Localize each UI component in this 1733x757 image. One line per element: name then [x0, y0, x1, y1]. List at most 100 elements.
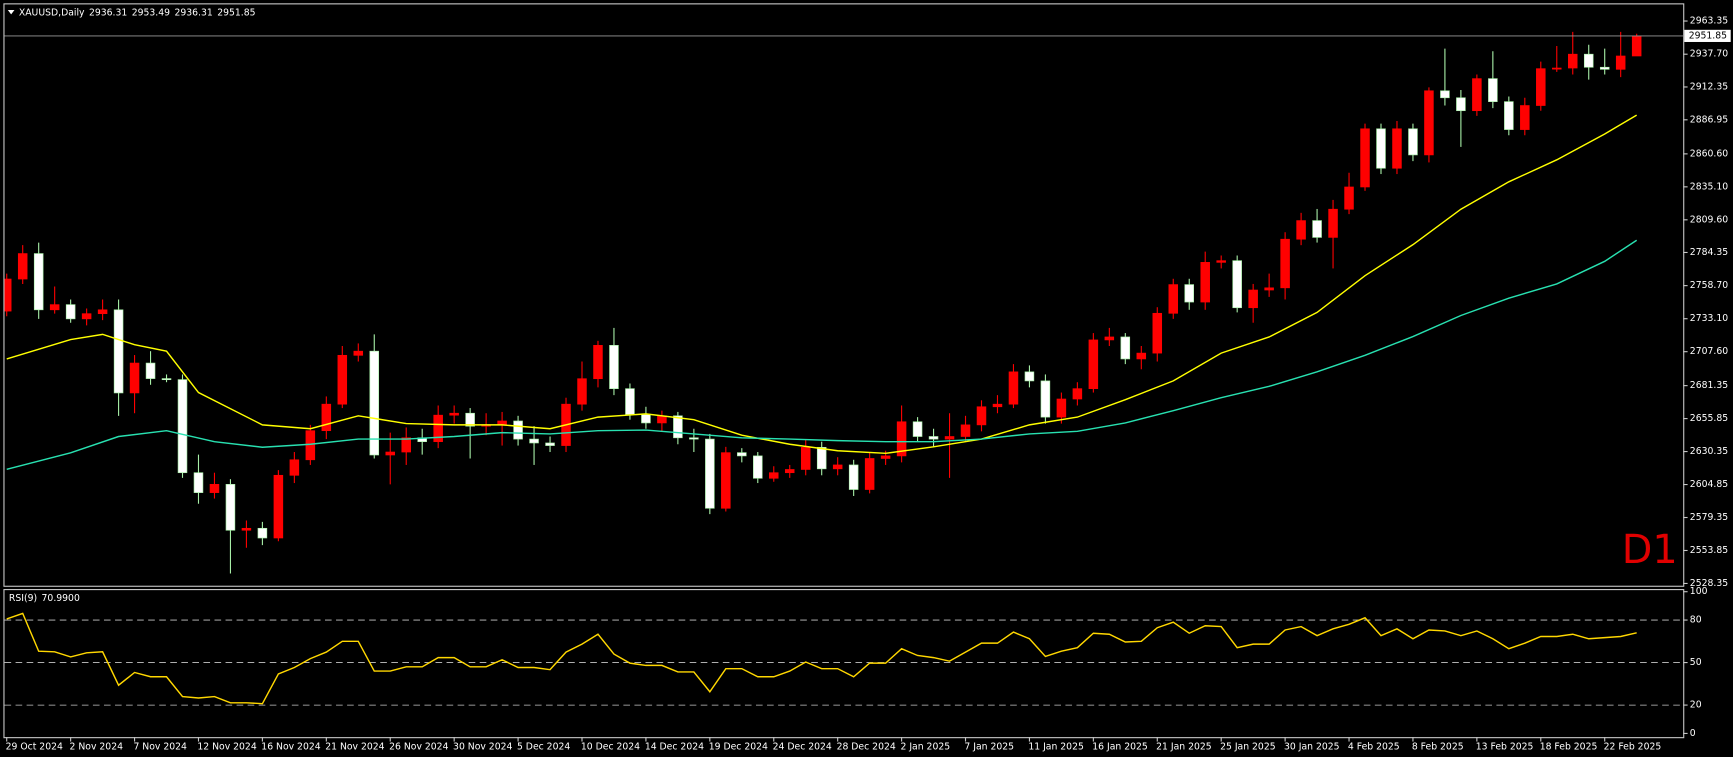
- rsi-tick-label: 50: [1690, 657, 1702, 668]
- current-price-box: [1684, 29, 1731, 42]
- x-tick-label: 2 Jan 2025: [900, 742, 950, 753]
- candle-body: [880, 455, 891, 459]
- candle-body: [1536, 68, 1546, 106]
- axes: 2963.35 2937.70 2912.35 2886.95 2860.60 2835.…: [6, 16, 1731, 753]
- high-value: 2953.49: [132, 7, 170, 18]
- candle-body: [1520, 105, 1530, 130]
- candle-body: [241, 527, 252, 531]
- x-tick-label: 11 Jan 2025: [1028, 742, 1084, 753]
- candle-body: [465, 412, 475, 427]
- candle-body: [848, 464, 859, 490]
- candle-body: [577, 378, 587, 405]
- y-tick-label: 2809.60: [1690, 214, 1728, 225]
- candle-body: [321, 403, 332, 432]
- candle-body: [209, 484, 220, 493]
- x-tick-label: 2 Nov 2024: [70, 742, 124, 753]
- y-tick-label: 2655.85: [1690, 413, 1728, 424]
- candle-body: [337, 354, 348, 405]
- candle-body: [1456, 97, 1466, 112]
- candle-body: [1104, 336, 1115, 341]
- rsi-name: RSI(9): [9, 592, 37, 603]
- candle-body: [353, 350, 364, 356]
- candle-body: [1312, 220, 1322, 238]
- y-tick-label: 2681.35: [1690, 380, 1728, 391]
- y-tick-label: 2860.60: [1690, 148, 1728, 159]
- candle-body: [896, 421, 907, 457]
- x-tick-label: 13 Feb 2025: [1476, 742, 1534, 753]
- x-tick-label: 28 Dec 2024: [837, 742, 896, 753]
- candle-body: [1408, 128, 1418, 156]
- candle-body: [753, 455, 763, 479]
- x-tick-label: 7 Jan 2025: [964, 742, 1014, 753]
- x-tick-label: 14 Dec 2024: [645, 742, 704, 753]
- candle-body: [641, 414, 651, 424]
- candle-body: [129, 362, 140, 394]
- y-tick-label: 2733.10: [1690, 313, 1728, 324]
- candle-body: [433, 414, 443, 443]
- candle-body: [1264, 287, 1274, 291]
- candle-body: [369, 350, 380, 456]
- candle-body: [1200, 262, 1210, 303]
- candle-body: [928, 436, 939, 440]
- candle-body: [193, 472, 204, 493]
- moving-average: [6, 239, 1638, 471]
- x-tick-label: 29 Oct 2024: [6, 742, 63, 753]
- candle-body: [385, 451, 395, 456]
- candle-body: [1552, 67, 1562, 70]
- candle-body: [289, 459, 300, 476]
- candle-body: [1216, 260, 1226, 263]
- close-value: 2951.85: [217, 7, 255, 18]
- candle-body: [625, 388, 635, 415]
- rsi-tick-label: 0: [1690, 728, 1696, 739]
- y-tick-label: 2630.35: [1690, 446, 1728, 457]
- y-tick-label: 2604.85: [1690, 479, 1728, 490]
- candle-body: [689, 437, 699, 440]
- x-tick-label: 25 Jan 2025: [1220, 742, 1276, 753]
- x-tick-label: 19 Dec 2024: [709, 742, 768, 753]
- x-tick-label: 10 Dec 2024: [581, 742, 640, 753]
- candle-body: [49, 304, 60, 311]
- candle-body: [816, 447, 827, 470]
- candle-body: [257, 527, 268, 539]
- rsi-value: 70.9900: [42, 592, 80, 603]
- candle-body: [305, 430, 316, 461]
- candle-body: [1296, 220, 1306, 240]
- candle-body: [225, 484, 236, 531]
- candle-body: [1392, 128, 1402, 169]
- candle-body: [832, 464, 843, 470]
- candle-body: [113, 309, 124, 394]
- candle-body: [912, 421, 923, 437]
- collapse-icon[interactable]: [7, 9, 15, 15]
- candle-body: [449, 412, 459, 416]
- candle-body: [401, 437, 411, 453]
- candle-body: [1583, 53, 1594, 68]
- x-tick-label: 16 Nov 2024: [261, 742, 320, 753]
- y-tick-label: 2784.35: [1690, 247, 1728, 258]
- y-tick-label: 2963.35: [1690, 16, 1728, 27]
- low-value: 2936.31: [174, 7, 212, 18]
- y-tick-label: 2579.35: [1690, 512, 1728, 523]
- open-value: 2936.31: [89, 7, 127, 18]
- candle-body: [609, 345, 619, 390]
- candle-body: [800, 447, 811, 470]
- x-tick-label: 8 Feb 2025: [1412, 742, 1464, 753]
- candle-body: [1599, 66, 1610, 70]
- y-tick-label: 2912.35: [1690, 81, 1728, 92]
- main-panel: [3, 3, 1685, 587]
- candle-body: [145, 362, 156, 379]
- x-tick-label: 7 Nov 2024: [133, 742, 187, 753]
- candle-body: [1184, 284, 1194, 303]
- candle-body: [1440, 90, 1450, 99]
- candle-body: [1280, 238, 1290, 289]
- candle-body: [1631, 35, 1642, 57]
- candle-body: [1152, 312, 1163, 354]
- rsi-tick-label: 20: [1690, 700, 1702, 711]
- x-tick-label: 30 Nov 2024: [453, 742, 512, 753]
- candle-body: [97, 309, 108, 315]
- candle-body: [161, 378, 172, 381]
- candle-body: [784, 469, 795, 474]
- x-tick-label: 26 Nov 2024: [389, 742, 448, 753]
- candle-body: [1120, 336, 1131, 360]
